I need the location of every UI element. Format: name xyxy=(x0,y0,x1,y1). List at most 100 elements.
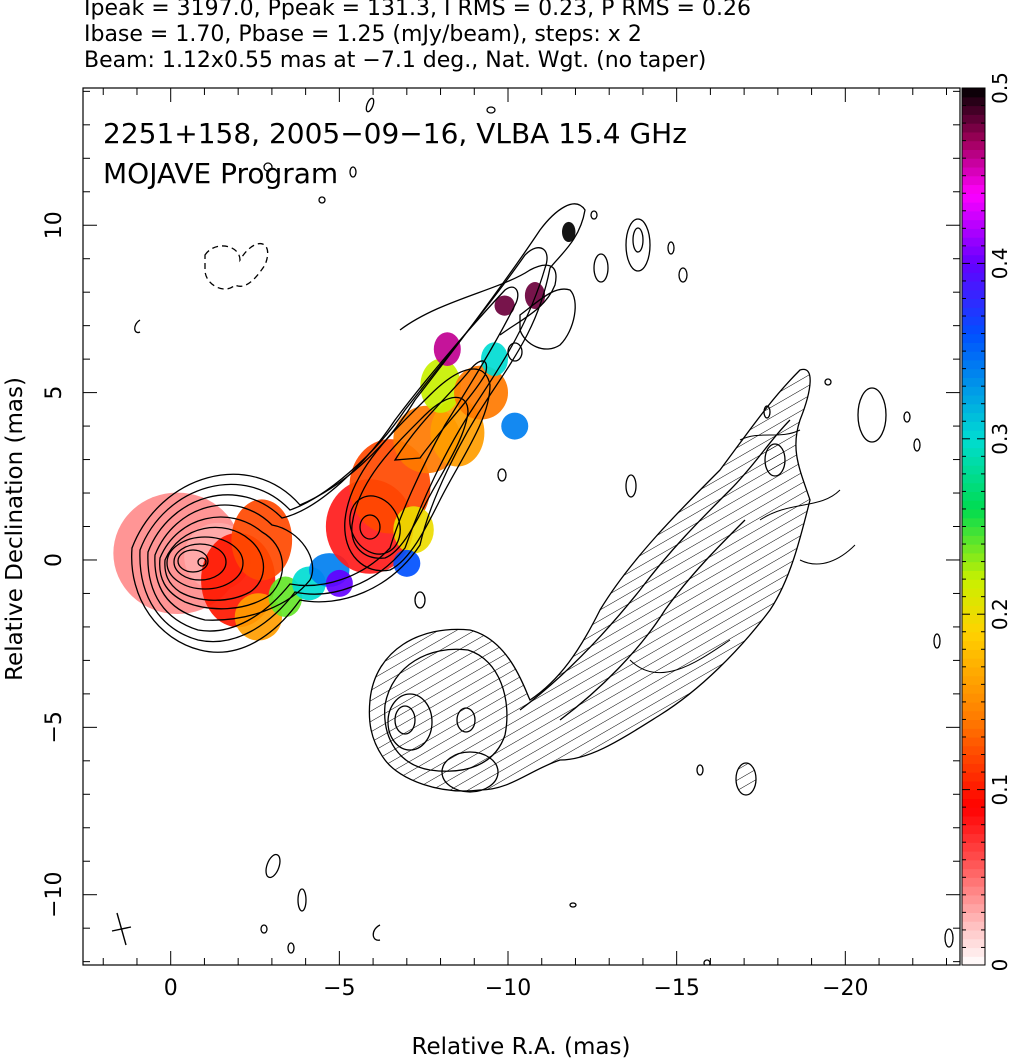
outer-jet-blob-8 xyxy=(497,468,507,482)
y-tick-label: 0 xyxy=(42,553,67,567)
polarization-patch xyxy=(433,332,461,366)
colorbar-cell xyxy=(962,596,985,607)
colorbar-cell xyxy=(962,517,985,528)
vector-panel-ridge-2 xyxy=(559,519,746,721)
polarization-patch xyxy=(501,412,529,440)
colorbar-cell xyxy=(962,789,985,799)
noise-blob-14 xyxy=(933,633,941,649)
noise-blob-3 xyxy=(263,162,273,172)
noise-contours xyxy=(134,97,954,965)
colorbar-cell xyxy=(962,237,985,247)
colorbar-cell xyxy=(962,202,985,212)
vector-panel-contour-5 xyxy=(456,707,476,733)
colorbar-cell xyxy=(962,447,985,457)
colorbar-cell xyxy=(962,544,985,554)
colorbar-cell xyxy=(962,605,985,615)
colorbar-cell xyxy=(962,394,985,405)
colorbar-cell xyxy=(962,88,985,98)
colorbar-cell xyxy=(962,324,985,335)
colorbar-cell xyxy=(962,894,985,905)
noise-blob-13 xyxy=(944,928,954,948)
vector-panel-blob-2 xyxy=(764,443,786,477)
colorbar-cell xyxy=(962,254,985,264)
plot-title: 2251+158, 2005−09−16, VLBA 15.4 GHz xyxy=(103,117,687,150)
colorbar-cell xyxy=(962,552,985,563)
colorbar-cell xyxy=(962,947,985,957)
colorbar-cell xyxy=(962,158,985,168)
contour-level-6 xyxy=(164,526,264,601)
x-tick-label: −20 xyxy=(822,976,868,1001)
contour-level-2 xyxy=(139,247,548,643)
outer-jet-contour-a xyxy=(399,264,557,336)
colorbar-cell xyxy=(962,693,985,703)
colorbar-cell xyxy=(962,640,985,650)
colorbar-cell xyxy=(962,403,985,414)
colorbar-cell xyxy=(962,491,985,501)
colorbar-cell xyxy=(962,736,985,747)
x-tick-label: −5 xyxy=(323,976,355,1001)
vector-panel-blob xyxy=(735,762,757,796)
colorbar-cell xyxy=(962,272,985,282)
noise-blob-1 xyxy=(365,97,375,113)
colorbar-cell xyxy=(962,166,985,177)
colorbar-cell xyxy=(962,123,985,133)
colorbar-cell xyxy=(962,368,985,379)
noise-arc-2 xyxy=(372,924,381,941)
colorbar-tick-label: 0.2 xyxy=(988,598,1012,630)
colorbar-cell xyxy=(962,956,985,966)
contour-level-5 xyxy=(159,516,284,610)
plot-subtitle: MOJAVE Program xyxy=(103,157,338,190)
vector-panel-whiskers xyxy=(629,429,856,674)
colorbar-cell xyxy=(962,614,985,624)
header-peak-line: Ipeak = 3197.0, Ppeak = 131.3, I RMS = 0… xyxy=(84,0,751,21)
colorbar-cell xyxy=(962,815,985,826)
noise-blob-4 xyxy=(349,166,357,178)
noise-blob-9 xyxy=(287,942,295,954)
outer-jet-blob-2 xyxy=(593,253,609,283)
vector-panel-contour-3 xyxy=(387,693,433,751)
colorbar-cell xyxy=(962,833,985,843)
noise-blob-18 xyxy=(913,438,921,452)
colorbar-cell xyxy=(962,570,985,580)
polarization-patch xyxy=(393,549,421,577)
colorbar: 0 0.1 0.2 0.3 0.4 0.5 xyxy=(961,72,1012,972)
total-intensity-contours xyxy=(131,97,954,965)
vector-panel-contour-2 xyxy=(384,648,508,772)
colorbar-cell xyxy=(962,929,985,940)
colorbar-tick-label: 0 xyxy=(988,959,1012,972)
colorbar-cell xyxy=(962,456,985,466)
colorbar-cell xyxy=(962,482,985,493)
x-tick-label: 0 xyxy=(164,976,178,1001)
y-axis-label: Relative Declination (mas) xyxy=(2,377,28,681)
contour-level-7 xyxy=(166,536,244,590)
polarization-vector-panel xyxy=(368,368,856,796)
colorbar-cell xyxy=(962,149,985,159)
knot-contour-outer xyxy=(344,368,491,572)
colorbar-cell xyxy=(962,412,985,422)
colorbar-cell xyxy=(962,842,985,852)
colorbar-cell xyxy=(962,105,985,115)
outer-jet-contour-b xyxy=(519,288,576,350)
colorbar-cell xyxy=(962,263,985,273)
colorbar-cell xyxy=(962,298,985,308)
colorbar-cell xyxy=(962,719,985,729)
outer-jet-contours xyxy=(399,210,688,609)
noise-blob-5 xyxy=(318,196,326,204)
knot-contour-inner xyxy=(349,495,401,555)
jet-ridge-contour xyxy=(393,360,488,461)
noise-blob-11 xyxy=(696,764,704,776)
colorbar-cell xyxy=(962,377,985,387)
contour-level-10 xyxy=(197,557,207,567)
colorbar-cell xyxy=(962,96,985,107)
colorbar-cell xyxy=(962,114,985,124)
colorbar-cell xyxy=(962,438,985,449)
noise-blob-19 xyxy=(824,378,832,386)
contour-level-3 xyxy=(147,286,519,632)
colorbar-cell xyxy=(962,430,985,440)
colorbar-cell xyxy=(962,184,985,194)
colorbar-cell xyxy=(962,280,985,291)
noise-blob-10 xyxy=(569,902,577,908)
colorbar-cell xyxy=(962,912,985,922)
colorbar-cell xyxy=(962,649,985,659)
